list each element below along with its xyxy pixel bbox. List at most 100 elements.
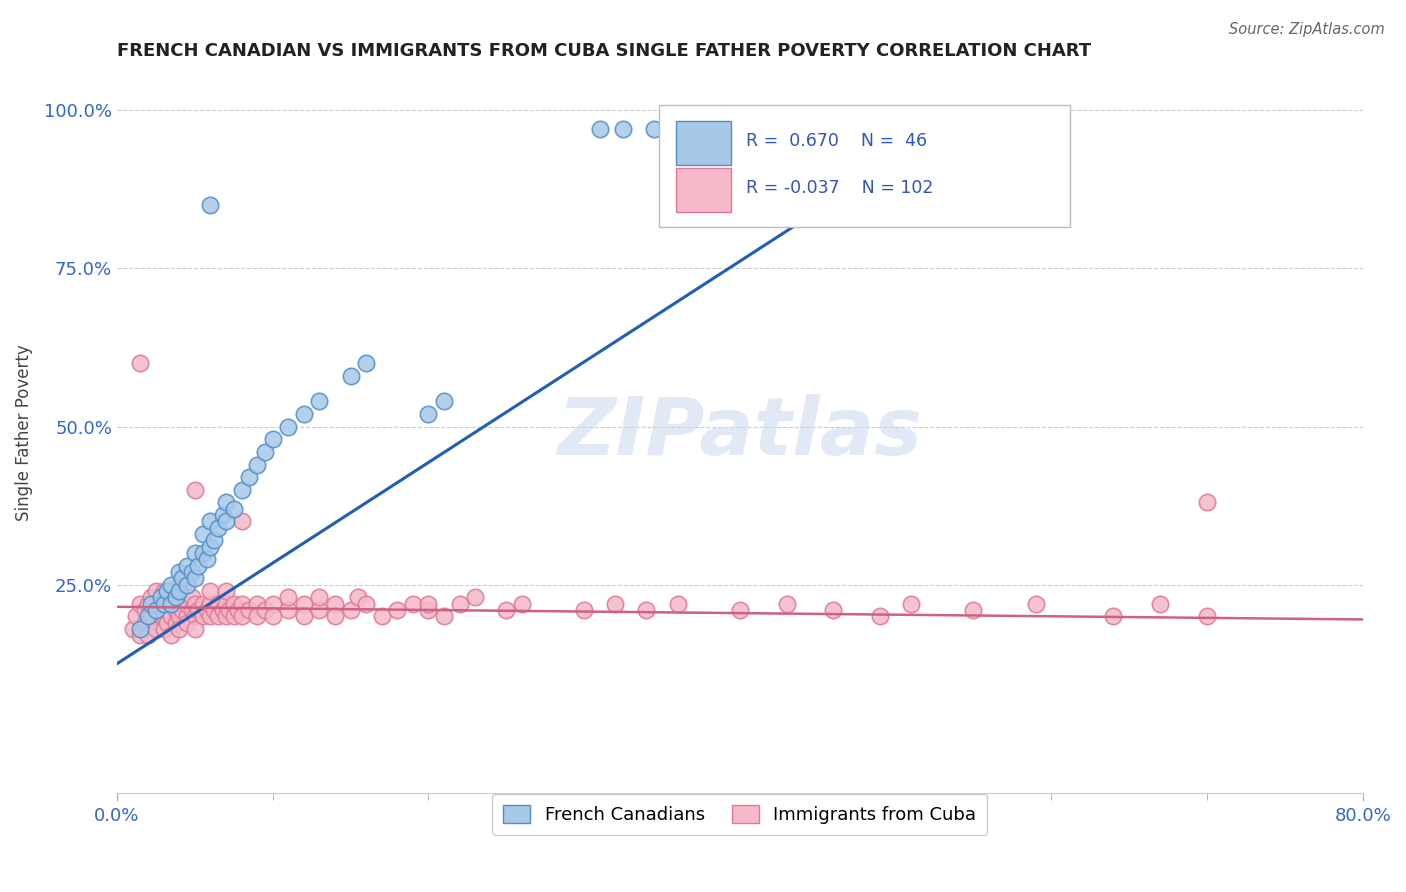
Point — [433, 609, 456, 624]
Point — [246, 609, 269, 624]
Point — [187, 558, 209, 573]
Point — [145, 603, 167, 617]
Point — [152, 609, 174, 624]
Point — [775, 597, 797, 611]
Text: R = -0.037    N = 102: R = -0.037 N = 102 — [747, 178, 934, 197]
Point — [200, 609, 222, 624]
Y-axis label: Single Father Poverty: Single Father Poverty — [15, 344, 32, 521]
Point — [202, 533, 225, 548]
Text: ZIPatlas: ZIPatlas — [557, 394, 922, 472]
Point — [215, 584, 238, 599]
Point — [207, 521, 229, 535]
Point — [339, 603, 361, 617]
Point — [176, 577, 198, 591]
Point — [160, 609, 183, 624]
Point — [231, 597, 253, 611]
Point — [433, 394, 456, 409]
Point — [1195, 609, 1218, 624]
Point — [869, 609, 891, 624]
Point — [202, 603, 225, 617]
Point — [354, 356, 377, 370]
Point — [145, 584, 167, 599]
Point — [180, 603, 202, 617]
Point — [510, 597, 533, 611]
Point — [464, 591, 486, 605]
Point — [636, 603, 658, 617]
Point — [262, 597, 284, 611]
Point — [156, 603, 179, 617]
Point — [172, 571, 194, 585]
Point — [156, 615, 179, 630]
Point — [643, 122, 665, 136]
Point — [246, 597, 269, 611]
Point — [160, 584, 183, 599]
Point — [152, 584, 174, 599]
Point — [184, 483, 207, 497]
Point — [215, 495, 238, 509]
FancyBboxPatch shape — [676, 120, 731, 165]
Point — [200, 584, 222, 599]
Text: Source: ZipAtlas.com: Source: ZipAtlas.com — [1229, 22, 1385, 37]
Point — [418, 603, 440, 617]
Point — [160, 577, 183, 591]
Point — [134, 603, 156, 617]
Point — [238, 470, 260, 484]
Point — [149, 591, 172, 605]
Point — [200, 597, 222, 611]
Point — [218, 603, 240, 617]
Point — [149, 609, 172, 624]
Point — [572, 603, 595, 617]
Point — [180, 591, 202, 605]
Point — [215, 609, 238, 624]
Point — [231, 609, 253, 624]
Point — [238, 603, 260, 617]
Point — [136, 609, 159, 624]
Point — [191, 597, 214, 611]
Point — [347, 591, 370, 605]
Point — [195, 552, 218, 566]
Point — [176, 609, 198, 624]
Point — [129, 622, 152, 636]
Point — [184, 622, 207, 636]
Point — [180, 565, 202, 579]
Point — [149, 597, 172, 611]
Point — [246, 458, 269, 472]
Point — [167, 577, 190, 591]
Point — [152, 622, 174, 636]
Point — [449, 597, 471, 611]
Point — [277, 419, 299, 434]
Point — [165, 615, 187, 630]
Point — [215, 515, 238, 529]
Point — [292, 407, 315, 421]
Point — [136, 615, 159, 630]
Point — [495, 603, 517, 617]
Point — [165, 603, 187, 617]
Point — [418, 407, 440, 421]
Point — [200, 515, 222, 529]
Point — [145, 603, 167, 617]
Point — [191, 609, 214, 624]
Point — [253, 603, 276, 617]
Point — [728, 603, 751, 617]
Point — [160, 628, 183, 642]
Point — [1102, 609, 1125, 624]
Point — [184, 609, 207, 624]
Point — [1195, 495, 1218, 509]
Point — [900, 597, 922, 611]
Point — [308, 591, 330, 605]
Point — [212, 508, 235, 522]
Point — [823, 603, 845, 617]
FancyBboxPatch shape — [676, 168, 731, 211]
Point — [354, 597, 377, 611]
Point — [121, 622, 143, 636]
Point — [167, 609, 190, 624]
Point — [172, 603, 194, 617]
Point — [222, 609, 245, 624]
Point — [207, 597, 229, 611]
Text: FRENCH CANADIAN VS IMMIGRANTS FROM CUBA SINGLE FATHER POVERTY CORRELATION CHART: FRENCH CANADIAN VS IMMIGRANTS FROM CUBA … — [117, 42, 1091, 60]
Point — [231, 515, 253, 529]
Point — [323, 609, 346, 624]
Point — [308, 603, 330, 617]
Point — [167, 584, 190, 599]
Point — [200, 198, 222, 212]
